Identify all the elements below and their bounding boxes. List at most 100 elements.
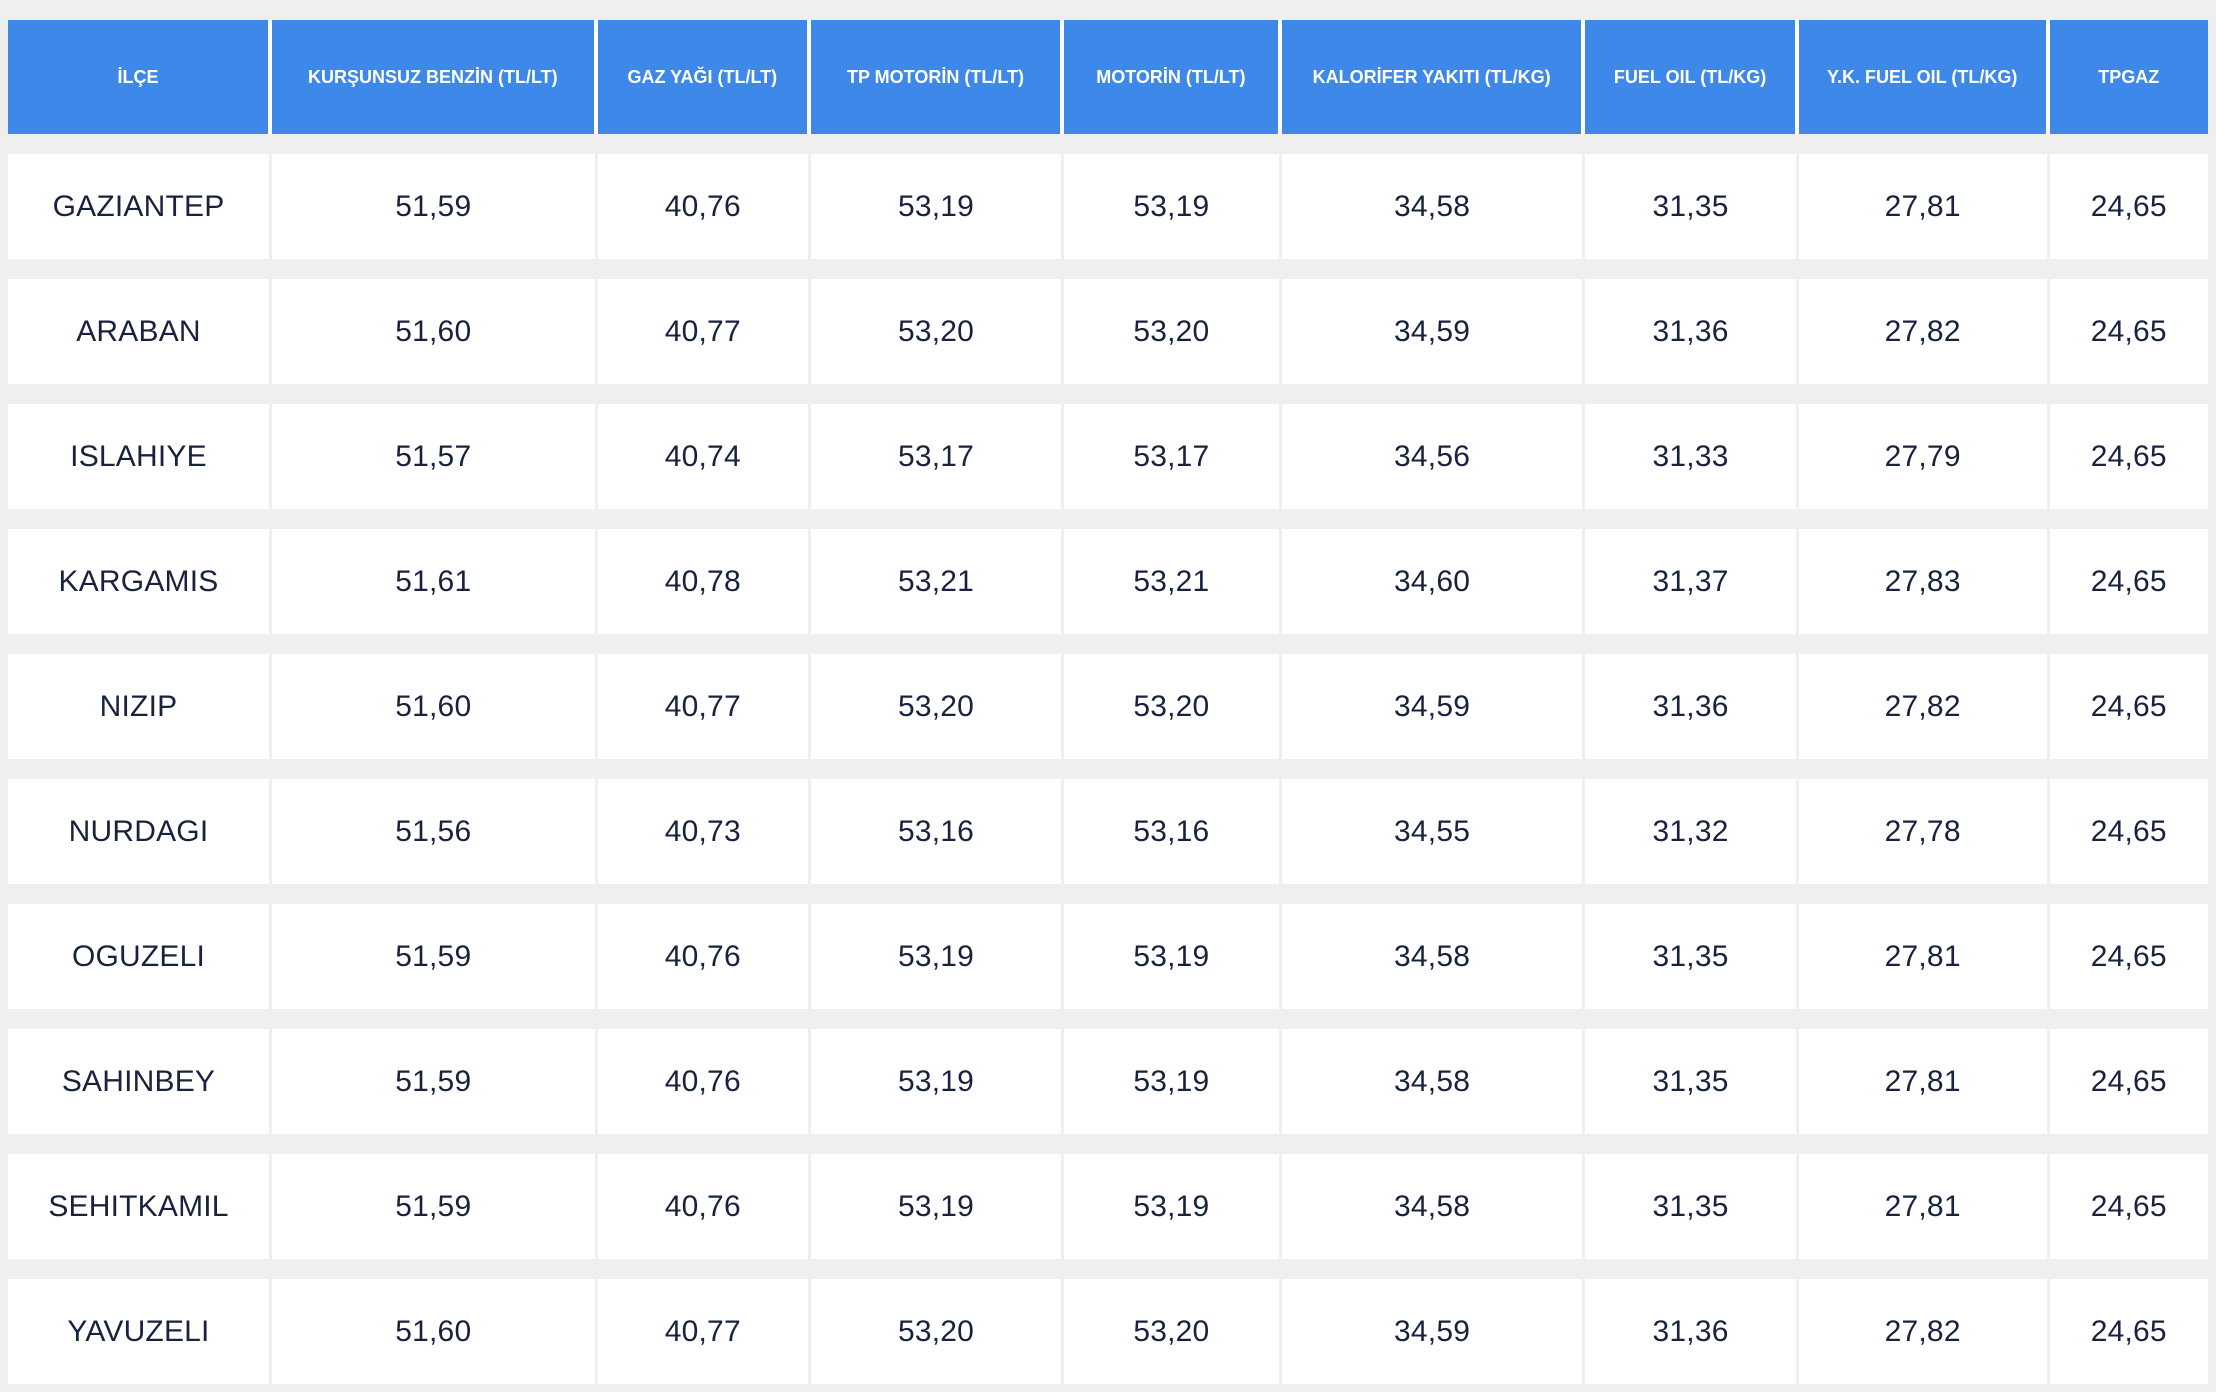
district-cell: NURDAGI (8, 779, 272, 884)
price-cell-tp-motorin: 53,21 (810, 529, 1064, 634)
price-cell-yk-fuel-oil: 27,82 (1798, 279, 2050, 384)
price-cell-yk-fuel-oil: 27,81 (1798, 1029, 2050, 1134)
price-cell-gaz-yagi: 40,76 (597, 904, 811, 1009)
price-cell-kursunsuz-benzin: 51,57 (272, 404, 598, 509)
price-cell-kalorifer-yakiti: 34,59 (1281, 1279, 1586, 1384)
price-cell-kursunsuz-benzin: 51,60 (272, 279, 598, 384)
price-cell-gaz-yagi: 40,77 (597, 279, 811, 384)
district-cell: NIZIP (8, 654, 272, 759)
price-cell-tp-motorin: 53,19 (810, 904, 1064, 1009)
price-cell-tpgaz: 24,65 (2049, 1154, 2208, 1259)
price-cell-kalorifer-yakiti: 34,58 (1281, 904, 1586, 1009)
price-cell-gaz-yagi: 40,73 (597, 779, 811, 884)
price-cell-gaz-yagi: 40,76 (597, 1154, 811, 1259)
price-cell-kalorifer-yakiti: 34,58 (1281, 154, 1586, 259)
price-cell-fuel-oil: 31,36 (1585, 1279, 1799, 1384)
district-cell: KARGAMIS (8, 529, 272, 634)
table-row: YAVUZELI 51,60 40,77 53,20 53,20 34,59 31,36 27… (8, 1279, 2208, 1384)
price-cell-gaz-yagi: 40,77 (597, 1279, 811, 1384)
column-header-gaz-yagi: GAZ YAĞI (TL/LT) (597, 20, 811, 134)
table-row: GAZIANTEP 51,59 40,76 53,19 53,19 34,58 31,35 2… (8, 154, 2208, 259)
table-row: OGUZELI 51,59 40,76 53,19 53,19 34,58 31,35 27,… (8, 904, 2208, 1009)
price-cell-kalorifer-yakiti: 34,59 (1281, 279, 1586, 384)
price-cell-yk-fuel-oil: 27,79 (1798, 404, 2050, 509)
column-header-motorin: MOTORİN (TL/LT) (1063, 20, 1282, 134)
price-cell-yk-fuel-oil: 27,81 (1798, 154, 2050, 259)
price-cell-motorin: 53,19 (1063, 154, 1282, 259)
price-cell-motorin: 53,20 (1063, 1279, 1282, 1384)
price-cell-fuel-oil: 31,35 (1585, 1154, 1799, 1259)
price-cell-yk-fuel-oil: 27,78 (1798, 779, 2050, 884)
price-cell-motorin: 53,19 (1063, 904, 1282, 1009)
price-cell-kursunsuz-benzin: 51,61 (272, 529, 598, 634)
price-cell-fuel-oil: 31,36 (1585, 279, 1799, 384)
price-cell-kalorifer-yakiti: 34,60 (1281, 529, 1586, 634)
price-cell-tp-motorin: 53,19 (810, 154, 1064, 259)
price-cell-motorin: 53,17 (1063, 404, 1282, 509)
price-cell-gaz-yagi: 40,76 (597, 1029, 811, 1134)
price-cell-yk-fuel-oil: 27,81 (1798, 1154, 2050, 1259)
price-cell-yk-fuel-oil: 27,82 (1798, 654, 2050, 759)
district-cell: ISLAHIYE (8, 404, 272, 509)
price-cell-motorin: 53,20 (1063, 279, 1282, 384)
price-cell-fuel-oil: 31,35 (1585, 154, 1799, 259)
price-cell-motorin: 53,19 (1063, 1154, 1282, 1259)
price-cell-tp-motorin: 53,20 (810, 1279, 1064, 1384)
column-header-yk-fuel-oil: Y.K. FUEL OIL (TL/KG) (1798, 20, 2050, 134)
price-cell-gaz-yagi: 40,77 (597, 654, 811, 759)
table-row: ISLAHIYE 51,57 40,74 53,17 53,17 34,56 31,33 27… (8, 404, 2208, 509)
price-cell-fuel-oil: 31,32 (1585, 779, 1799, 884)
price-cell-kursunsuz-benzin: 51,60 (272, 1279, 598, 1384)
price-cell-tpgaz: 24,65 (2049, 154, 2208, 259)
district-cell: ARABAN (8, 279, 272, 384)
price-cell-gaz-yagi: 40,78 (597, 529, 811, 634)
price-cell-motorin: 53,19 (1063, 1029, 1282, 1134)
price-cell-tp-motorin: 53,19 (810, 1029, 1064, 1134)
table-row: SEHITKAMIL 51,59 40,76 53,19 53,19 34,58 31,35… (8, 1154, 2208, 1259)
price-cell-kursunsuz-benzin: 51,59 (272, 1154, 598, 1259)
price-cell-tp-motorin: 53,17 (810, 404, 1064, 509)
district-cell: SEHITKAMIL (8, 1154, 272, 1259)
column-header-tpgaz: TPGAZ (2049, 20, 2208, 134)
price-cell-kursunsuz-benzin: 51,60 (272, 654, 598, 759)
price-cell-fuel-oil: 31,36 (1585, 654, 1799, 759)
price-cell-tpgaz: 24,65 (2049, 279, 2208, 384)
district-cell: GAZIANTEP (8, 154, 272, 259)
price-cell-motorin: 53,16 (1063, 779, 1282, 884)
price-cell-tp-motorin: 53,16 (810, 779, 1064, 884)
price-cell-motorin: 53,20 (1063, 654, 1282, 759)
price-cell-tpgaz: 24,65 (2049, 529, 2208, 634)
price-cell-fuel-oil: 31,37 (1585, 529, 1799, 634)
price-cell-kursunsuz-benzin: 51,59 (272, 1029, 598, 1134)
column-header-kalorifer-yakiti: KALORİFER YAKITI (TL/KG) (1281, 20, 1586, 134)
district-cell: SAHINBEY (8, 1029, 272, 1134)
price-cell-kalorifer-yakiti: 34,55 (1281, 779, 1586, 884)
price-cell-fuel-oil: 31,35 (1585, 904, 1799, 1009)
fuel-price-table: İLÇE KURŞUNSUZ BENZİN (TL/LT) GAZ YAĞI (TL… (8, 0, 2208, 1392)
price-cell-fuel-oil: 31,35 (1585, 1029, 1799, 1134)
price-cell-tpgaz: 24,65 (2049, 904, 2208, 1009)
table-row: KARGAMIS 51,61 40,78 53,21 53,21 34,60 31,37 27… (8, 529, 2208, 634)
price-cell-yk-fuel-oil: 27,81 (1798, 904, 2050, 1009)
price-cell-kalorifer-yakiti: 34,58 (1281, 1029, 1586, 1134)
price-cell-gaz-yagi: 40,74 (597, 404, 811, 509)
price-cell-yk-fuel-oil: 27,82 (1798, 1279, 2050, 1384)
district-cell: OGUZELI (8, 904, 272, 1009)
price-cell-tpgaz: 24,65 (2049, 1029, 2208, 1134)
column-header-tp-motorin: TP MOTORİN (TL/LT) (810, 20, 1064, 134)
price-cell-tpgaz: 24,65 (2049, 779, 2208, 884)
table-header-row: İLÇE KURŞUNSUZ BENZİN (TL/LT) GAZ YAĞI (TL… (8, 20, 2208, 134)
price-cell-kalorifer-yakiti: 34,58 (1281, 1154, 1586, 1259)
district-cell: YAVUZELI (8, 1279, 272, 1384)
price-cell-kursunsuz-benzin: 51,59 (272, 904, 598, 1009)
price-cell-tpgaz: 24,65 (2049, 1279, 2208, 1384)
price-cell-gaz-yagi: 40,76 (597, 154, 811, 259)
price-cell-tpgaz: 24,65 (2049, 654, 2208, 759)
price-cell-tp-motorin: 53,19 (810, 1154, 1064, 1259)
price-cell-kalorifer-yakiti: 34,56 (1281, 404, 1586, 509)
price-cell-tpgaz: 24,65 (2049, 404, 2208, 509)
column-header-kursunsuz-benzin: KURŞUNSUZ BENZİN (TL/LT) (272, 20, 598, 134)
price-cell-kursunsuz-benzin: 51,56 (272, 779, 598, 884)
table-row: SAHINBEY 51,59 40,76 53,19 53,19 34,58 31,35 27… (8, 1029, 2208, 1134)
